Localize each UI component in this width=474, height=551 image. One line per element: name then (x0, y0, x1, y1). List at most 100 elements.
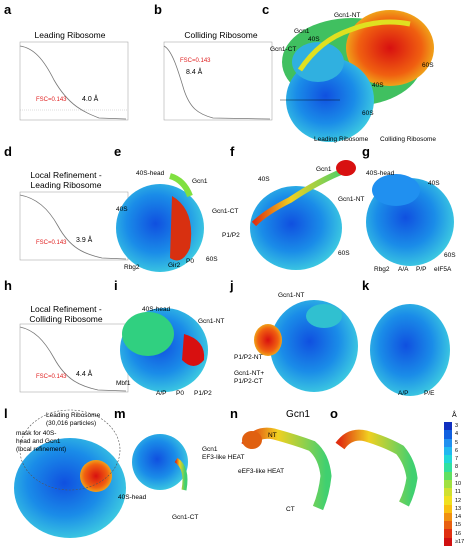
label-c-60s-right: 60S (422, 62, 434, 69)
colorbar-swatch (444, 529, 452, 539)
colorbar-label: 6 (455, 447, 459, 454)
panel-letter-n: n (230, 406, 238, 421)
colorbar-label: 4 (455, 431, 459, 438)
label-g-40s: 40S (428, 180, 440, 187)
fsc-plot-a (19, 41, 129, 121)
panel-letter-l: l (4, 406, 8, 421)
label-e-40s: 40S (116, 206, 128, 213)
label-e-gcn1-ct: Gcn1-CT (212, 208, 239, 215)
panel-c-map (280, 10, 434, 142)
panel-letter-e: e (114, 144, 122, 159)
colorbar-swatch (444, 496, 452, 506)
panel-letter-k: k (362, 278, 370, 293)
panel-letter-d: d (4, 144, 12, 159)
colorbar-swatch (444, 438, 452, 448)
colorbar-label: 5 (455, 439, 459, 446)
panel-n-title: Gcn1 (286, 409, 310, 420)
resolution-h: 4.4 Å (76, 371, 93, 378)
label-m-gcn1: Gcn1 (202, 446, 218, 453)
colorbar-label: 13 (455, 505, 462, 512)
colorbar-swatch (444, 430, 452, 440)
colorbar-swatch (444, 504, 452, 514)
panel-e-map (116, 173, 204, 272)
label-n-nt: NT (268, 432, 277, 439)
label-i-p1p2: P1/P2 (194, 390, 212, 397)
fsc-axes-box (163, 41, 273, 121)
label-i-p1p2-nt: P1/P2-NT (234, 354, 263, 361)
panel-letter-a: a (4, 2, 12, 17)
panel-j-map (254, 300, 358, 392)
label-e-60s: 60S (206, 256, 218, 263)
fsc-threshold-b: FSC=0.143 (180, 58, 211, 64)
colorbar-unit: Å (452, 412, 457, 419)
label-f-gcn1-nt: Gcn1-NT (338, 196, 365, 203)
colorbar-label: 8 (455, 464, 459, 471)
label-i-p1p2-ct: P1/P2-CT (234, 378, 263, 385)
label-j-gcn1-nt: Gcn1-NT (278, 292, 305, 299)
colorbar-label: 16 (455, 530, 462, 537)
colorbar-swatch (444, 537, 452, 547)
resolution-d: 3.9 Å (76, 237, 93, 244)
colorbar-label: 15 (455, 522, 462, 529)
fsc-curve (163, 45, 271, 120)
label-k-ap: A/P (398, 390, 409, 397)
label-c-gcn1-nt: Gcn1-NT (334, 12, 361, 19)
label-c-40s-top: 40S (308, 36, 320, 43)
colorbar-label: 12 (455, 497, 462, 504)
label-i-p0: P0 (176, 390, 184, 397)
label-g-rbg2: Rbg2 (374, 266, 390, 273)
fsc-threshold-h: FSC=0.143 (36, 374, 67, 380)
label-n-ef3: eEF3-like HEAT (238, 468, 285, 475)
label-f-gcn1: Gcn1 (316, 166, 332, 173)
label-l-mask-1: mask for 40S- (16, 430, 57, 437)
fsc-curve (19, 326, 127, 392)
panel-h-title-1: Local Refinement - (30, 304, 102, 314)
label-m-40s-head: 40S-head (118, 494, 147, 501)
panel-letter-j: j (230, 278, 234, 293)
colorbar: 3 4 5 6 7 8 9 10 11 12 13 14 15 16 ≥17 (444, 422, 470, 547)
fsc-axes-box (19, 41, 129, 121)
panel-letter-o: o (330, 406, 338, 421)
label-i-40s-head: 40S-head (142, 306, 171, 313)
panel-d-title-2: Leading Ribosome (30, 180, 102, 190)
label-g-aa: A/A (398, 266, 409, 273)
label-l-mask-2: head and Gcn1 (16, 438, 61, 445)
panel-d-title-1: Local Refinement - (30, 170, 102, 180)
colorbar-swatch (444, 455, 452, 464)
label-g-pp: P/P (416, 266, 427, 273)
label-g-40s-head: 40S-head (366, 170, 395, 177)
colorbar-swatch (444, 488, 452, 497)
panel-letter-g: g (362, 144, 370, 159)
panel-i-map (120, 308, 208, 392)
panel-b-title: Colliding Ribosome (184, 30, 258, 40)
fsc-threshold-a: FSC=0.143 (36, 97, 67, 103)
fsc-threshold-d: FSC=0.143 (36, 240, 67, 246)
label-g-60s: 60S (444, 252, 456, 259)
label-c-gcn1: Gcn1 (294, 28, 310, 35)
panel-letter-i: i (114, 278, 118, 293)
label-k-pe: P/E (424, 390, 435, 397)
panel-letter-h: h (4, 278, 12, 293)
label-g-eif5a: eIF5A (434, 266, 452, 273)
label-f-60s: 60S (338, 250, 350, 257)
label-c-gcn1-ct: Gcn1-CT (270, 46, 297, 53)
label-f-40s: 40S (258, 176, 270, 183)
label-i-ap: A/P (156, 390, 167, 397)
fsc-curve (19, 194, 127, 260)
label-m-gcn1-ct: Gcn1-CT (172, 514, 199, 521)
panel-f-map (250, 160, 356, 270)
label-c-60s-bottom: 60S (362, 110, 374, 117)
label-e-40s-head: 40S-head (136, 170, 165, 177)
colorbar-swatch (444, 446, 452, 456)
panel-letter-c: c (262, 2, 270, 17)
label-i-gcn1-nt: Gcn1-NT (198, 318, 225, 325)
colorbar-label: 11 (455, 489, 461, 496)
panel-letter-f: f (230, 144, 235, 159)
label-e-gcn1: Gcn1 (192, 178, 208, 185)
colorbar-swatch (444, 512, 452, 522)
label-l-mask-3: (local refinement) (16, 446, 67, 453)
colorbar-label: 9 (455, 472, 459, 479)
label-i-gcn1-nt-plus: Gcn1-NT+ (234, 370, 265, 377)
label-l-leading: Leading Ribosome (46, 412, 101, 419)
panel-n-map (241, 427, 332, 511)
